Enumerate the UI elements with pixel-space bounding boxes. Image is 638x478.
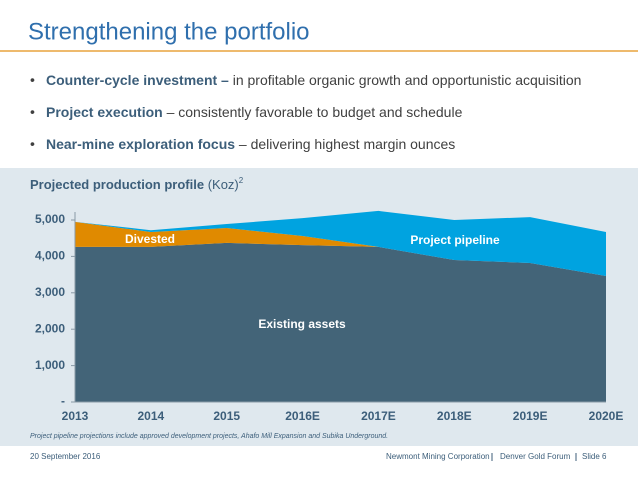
y-tick-label: 4,000 <box>35 249 65 263</box>
y-tick-label: 3,000 <box>35 285 65 299</box>
bullet-text: in profitable organic growth and opportu… <box>229 72 582 88</box>
bullet-dot: • <box>30 104 35 120</box>
slide-title: Strengthening the portfolio <box>28 18 310 45</box>
area <box>75 210 606 277</box>
x-tick-label: 2017E <box>361 409 396 423</box>
bullet-dot: • <box>30 72 35 88</box>
y-tick-label: 1,000 <box>35 358 65 372</box>
y-tick-label: 5,000 <box>35 212 65 226</box>
footer-date: 20 September 2016 <box>30 452 101 461</box>
x-tick-label: 2013 <box>62 409 89 423</box>
bullet-dot: • <box>30 136 35 152</box>
bullet-bold: Counter-cycle investment – <box>46 72 229 88</box>
footer-company: Newmont Mining Corporation <box>386 452 490 461</box>
chart-unit: (Koz) <box>208 177 239 192</box>
area-label: Project pipeline <box>410 233 500 247</box>
x-tick-label: 2019E <box>513 409 548 423</box>
x-tick-label: 2020E <box>589 409 624 423</box>
footer-slide: Slide 6 <box>582 452 607 461</box>
bullet-bold: Project execution <box>46 104 163 120</box>
footer-event: Denver Gold Forum <box>500 452 571 461</box>
bullet-text: – consistently favorable to budget and s… <box>163 104 463 120</box>
x-tick-label: 2015 <box>213 409 240 423</box>
chart-title-main: Projected production profile <box>30 177 204 192</box>
bullet-bold: Near-mine exploration focus <box>46 136 235 152</box>
bullet: Counter-cycle investment – in profitable… <box>46 72 581 88</box>
bullet-list: • Counter-cycle investment – in profitabl… <box>30 72 581 152</box>
area <box>75 221 606 277</box>
bullet: Project execution – consistently favorab… <box>46 104 463 120</box>
x-tick-label: 2016E <box>285 409 320 423</box>
bullet: Near-mine exploration focus – delivering… <box>46 136 455 152</box>
x-tick-label: 2018E <box>437 409 472 423</box>
plot: Existing assets Divested Project pipeline -… <box>35 210 624 423</box>
chart-footnote: Project pipeline projections include app… <box>30 433 388 440</box>
footnote-marker: 2 <box>239 176 244 185</box>
area <box>75 242 606 402</box>
bullet-text: – delivering highest margin ounces <box>235 136 455 152</box>
chart-title: Projected production profile (Koz)2 <box>30 176 244 192</box>
area-label: Divested <box>125 232 175 246</box>
y-tick-label: 2,000 <box>35 321 65 335</box>
area-label: Existing assets <box>258 317 346 331</box>
x-tick-label: 2014 <box>138 409 165 423</box>
y-tick-label: - <box>61 394 65 408</box>
